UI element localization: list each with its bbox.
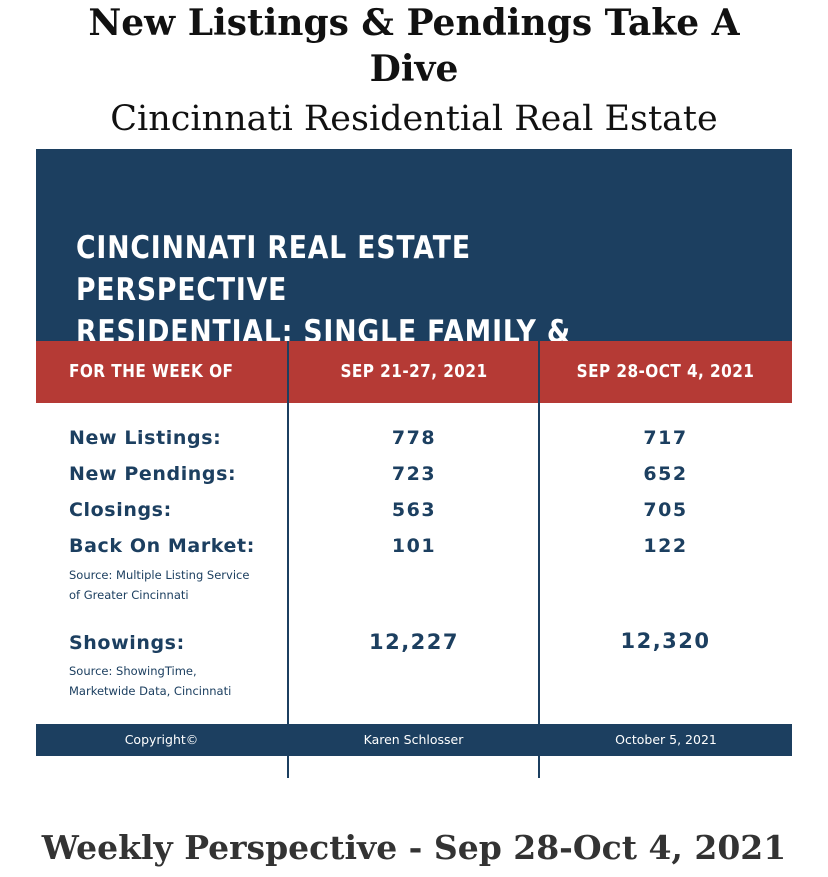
column-divider-1 (287, 341, 289, 778)
title-banner: CINCINNATI REAL ESTATE PERSPECTIVE RESID… (36, 149, 792, 392)
new-pendings-period-2: 652 (643, 463, 688, 485)
new-listings-period-2: 717 (643, 427, 688, 449)
showings-source-line-1: Source: ShowingTime, (69, 664, 197, 678)
period-1-header: SEP 21-27, 2021 (340, 361, 488, 382)
showings-label: Showings: (69, 632, 185, 654)
closings-period-1: 563 (391, 499, 437, 521)
bottom-caption: Weekly Perspective - Sep 28-Oct 4, 2021 (41, 828, 787, 867)
showings-source-line-2: Marketwide Data, Cincinnati (69, 684, 232, 698)
market-stats-graphic: CINCINNATI REAL ESTATE PERSPECTIVE RESID… (36, 149, 792, 779)
column-divider-2 (538, 341, 540, 778)
subheadline: Cincinnati Residential Real Estate (110, 99, 718, 139)
back-on-market-period-1: 101 (391, 535, 437, 557)
closings-label: Closings: (69, 499, 172, 521)
footer-divider-tick-2 (538, 756, 540, 777)
new-pendings-label: New Pendings: (69, 463, 237, 485)
new-listings-label: New Listings: (69, 427, 222, 449)
closings-period-2: 705 (643, 499, 688, 521)
week-header-row: FOR THE WEEK OF SEP 21-27, 2021 SEP 28-O… (36, 341, 792, 403)
headline: New Listings & Pendings Take A Dive (88, 2, 740, 90)
mls-source-line-2: of Greater Cincinnati (69, 588, 189, 602)
period-2-header: SEP 28-OCT 4, 2021 (576, 361, 755, 382)
publish-date: October 5, 2021 (615, 732, 717, 747)
showings-period-2: 12,320 (620, 629, 711, 653)
footer-bar: Copyright© Karen Schlosser October 5, 20… (36, 724, 792, 756)
new-listings-period-1: 778 (391, 427, 437, 449)
footer-divider-tick-1 (287, 756, 289, 777)
mls-source-line-1: Source: Multiple Listing Service (69, 568, 250, 582)
author-name: Karen Schlosser (363, 732, 464, 747)
week-of-label: FOR THE WEEK OF (69, 361, 234, 382)
back-on-market-period-2: 122 (643, 535, 688, 557)
showings-period-1: 12,227 (368, 630, 460, 654)
copyright-text: Copyright© (124, 732, 199, 747)
new-pendings-period-1: 723 (391, 463, 437, 485)
back-on-market-label: Back On Market: (69, 535, 255, 557)
